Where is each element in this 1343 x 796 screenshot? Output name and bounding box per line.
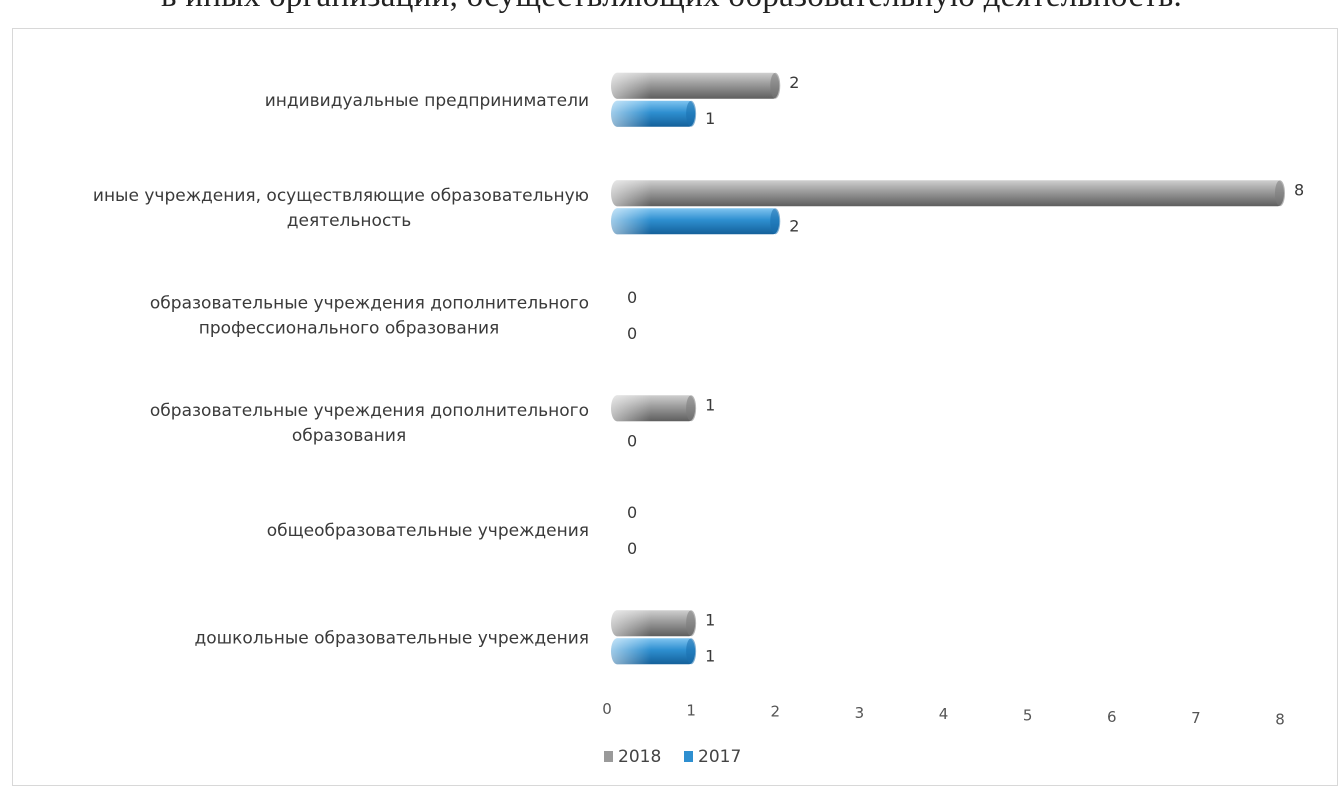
category-label: образовательные учреждения дополнительно… xyxy=(150,401,589,421)
data-label: 8 xyxy=(1294,180,1304,199)
bar-cap xyxy=(686,395,697,422)
x-tick-label: 2 xyxy=(770,703,780,721)
legend-swatch-2017 xyxy=(684,751,693,762)
data-label: 0 xyxy=(627,503,637,522)
x-tick-label: 3 xyxy=(855,704,865,722)
bar-cap xyxy=(686,610,697,637)
bar-highlight xyxy=(611,610,651,637)
category-label: общеобразовательные учреждения xyxy=(267,521,589,541)
bar-cap xyxy=(686,638,697,665)
data-label: 0 xyxy=(627,539,637,558)
category-label: иные учреждения, осуществляющие образова… xyxy=(93,186,589,206)
bar-highlight xyxy=(611,180,651,207)
x-axis: 0 1 2 3 4 5 6 7 8 xyxy=(602,700,1285,728)
bar-cap xyxy=(1275,180,1285,207)
data-label: 0 xyxy=(627,431,637,450)
category-label: индивидуальные предприниматели xyxy=(265,91,589,111)
legend: 2018 2017 xyxy=(604,747,741,767)
chart-frame xyxy=(12,28,1338,786)
data-label: 0 xyxy=(627,324,637,343)
bar-2018 xyxy=(611,180,1284,207)
bar-2017 xyxy=(611,208,780,235)
legend-label: 2017 xyxy=(698,747,741,767)
bar-cap xyxy=(770,72,781,99)
bar-highlight xyxy=(611,638,651,665)
page-heading: в иных организаций, осуществляющих образ… xyxy=(0,0,1343,15)
data-label: 0 xyxy=(627,288,637,307)
plot-area: дошкольные образовательные учреждения 1 1 о… xyxy=(93,72,1304,665)
x-tick-label: 4 xyxy=(939,705,949,723)
x-tick-label: 5 xyxy=(1023,707,1033,725)
bar-highlight xyxy=(611,395,651,422)
x-tick-label: 0 xyxy=(602,700,612,718)
data-label: 1 xyxy=(705,610,715,629)
category-label: образования xyxy=(292,426,406,446)
category-label: профессионального образования xyxy=(199,318,499,338)
category-label: деятельность xyxy=(287,211,411,231)
x-tick-label: 8 xyxy=(1275,710,1285,728)
category-label: образовательные учреждения дополнительно… xyxy=(150,293,589,313)
x-tick-label: 6 xyxy=(1107,708,1117,726)
data-label: 2 xyxy=(789,216,799,235)
bar-cap xyxy=(686,100,697,127)
bar-highlight xyxy=(611,208,651,235)
data-label: 1 xyxy=(705,395,715,414)
bar-cap xyxy=(770,208,781,235)
bar-highlight xyxy=(611,72,651,99)
category-label: дошкольные образовательные учреждения xyxy=(194,628,589,648)
x-tick-label: 7 xyxy=(1191,709,1201,727)
legend-label: 2018 xyxy=(618,747,661,767)
legend-swatch-2018 xyxy=(604,751,613,762)
x-tick-label: 1 xyxy=(686,701,696,719)
data-label: 1 xyxy=(705,109,715,128)
data-label: 2 xyxy=(789,73,799,92)
bar-highlight xyxy=(611,100,651,127)
bar-2018 xyxy=(611,72,780,99)
data-label: 1 xyxy=(705,646,715,665)
